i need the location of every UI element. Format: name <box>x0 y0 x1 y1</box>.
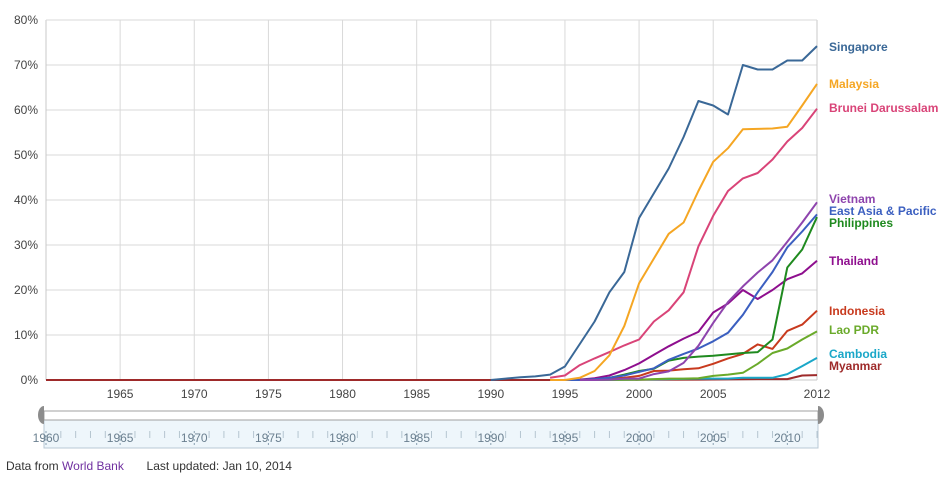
y-tick-label: 70% <box>14 58 38 72</box>
timeline-label: 1985 <box>403 431 430 445</box>
series-label-malaysia: Malaysia <box>829 77 879 91</box>
series-line-philippines[interactable] <box>579 216 818 381</box>
series-label-myanmar: Myanmar <box>829 359 882 373</box>
grid-lines <box>45 19 818 381</box>
series-label-thailand: Thailand <box>829 254 878 268</box>
x-tick-label: 1965 <box>107 387 134 401</box>
series-label-vietnam: Vietnam <box>829 192 875 206</box>
y-tick-label: 10% <box>14 328 38 342</box>
series-label-philippines: Philippines <box>829 216 893 230</box>
timeline-ticks <box>45 431 818 446</box>
x-tick-label: 2012 <box>804 387 831 401</box>
y-tick-label: 30% <box>14 238 38 252</box>
series-line-thailand[interactable] <box>564 260 818 381</box>
y-tick-label: 20% <box>14 283 38 297</box>
timeline-slider[interactable]: 1960 1965 1970 1975 1980 1985 1990 1995 2000 2005… <box>33 406 824 449</box>
chart-svg: 0%10%20%30%40%50%60%70%80% 1965 1970 1975 1… <box>14 13 938 449</box>
x-tick-label: 1980 <box>329 387 356 401</box>
x-tick-label: 1995 <box>552 387 579 401</box>
timeline-label: 2010 <box>774 431 801 445</box>
series-labels: Singapore Malaysia Brunei Darussalam Vietna… <box>829 40 938 373</box>
y-tick-label: 80% <box>14 13 38 27</box>
data-source-prefix: Data from <box>6 459 59 473</box>
timeline-selection-bar[interactable] <box>43 410 819 421</box>
series-line-singapore[interactable] <box>490 45 818 381</box>
series-line-east-asia-pacific[interactable] <box>564 213 818 381</box>
series-label-singapore: Singapore <box>829 40 888 54</box>
timeline-label: 1980 <box>329 431 356 445</box>
timeline-label: 1960 <box>33 431 60 445</box>
timeline-label: 2005 <box>700 431 727 445</box>
y-tick-label: 50% <box>14 148 38 162</box>
series-label-east-asia-pacific: East Asia & Pacific <box>829 204 937 218</box>
y-tick-label: 60% <box>14 103 38 117</box>
timeline-label: 1965 <box>107 431 134 445</box>
y-tick-label: 0% <box>21 373 39 387</box>
series-label-cambodia: Cambodia <box>829 347 887 361</box>
x-tick-label: 1975 <box>255 387 282 401</box>
x-tick-label: 1990 <box>477 387 504 401</box>
series-line-malaysia[interactable] <box>550 83 818 381</box>
series-line-lao-pdr[interactable] <box>579 330 818 381</box>
x-axis-ticks: 1965 1970 1975 1980 1985 1990 1995 2000 2005 2012 <box>107 387 831 401</box>
y-tick-label: 40% <box>14 193 38 207</box>
y-axis-ticks: 0% 10% 20% 30% 40% 50% 60% 70% 80% <box>14 13 38 387</box>
data-source-link[interactable]: World Bank <box>62 459 124 473</box>
series-label-brunei-darussalam: Brunei Darussalam <box>829 101 938 115</box>
timeline-labels: 1960 1965 1970 1975 1980 1985 1990 1995 2000 2005… <box>33 431 801 445</box>
footer: Data from World Bank Last updated: Jan 1… <box>6 459 292 473</box>
x-tick-label: 2000 <box>626 387 653 401</box>
timeline-label: 1995 <box>552 431 579 445</box>
series-label-indonesia: Indonesia <box>829 304 885 318</box>
timeline-right-handle[interactable] <box>818 406 824 424</box>
x-tick-label: 1985 <box>403 387 430 401</box>
series-lines[interactable] <box>46 45 818 381</box>
timeline-label: 1990 <box>477 431 504 445</box>
series-line-vietnam[interactable] <box>579 201 818 381</box>
timeline-label: 1970 <box>181 431 208 445</box>
series-label-lao-pdr: Lao PDR <box>829 323 879 337</box>
last-updated-text: Last updated: Jan 10, 2014 <box>146 459 292 473</box>
series-line-brunei-darussalam[interactable] <box>549 108 818 379</box>
x-tick-label: 1970 <box>181 387 208 401</box>
timeline-label: 2000 <box>626 431 653 445</box>
timeline-label: 1975 <box>255 431 282 445</box>
timeline-left-handle[interactable] <box>38 406 44 424</box>
x-tick-label: 2005 <box>700 387 727 401</box>
